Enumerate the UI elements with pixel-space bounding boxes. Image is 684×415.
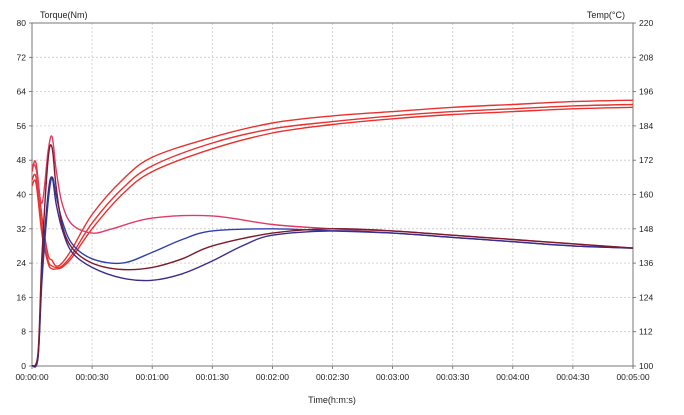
y-right-tick-label: 196	[639, 87, 653, 97]
x-tick-label: 00:00:00	[15, 372, 48, 382]
y-right-tick-label: 148	[639, 224, 653, 234]
x-tick-label: 00:01:00	[136, 372, 169, 382]
series	[31, 99, 634, 368]
axes: 00:00:00 00:00:30 00:01:00 00:01:30 00:02:00…	[15, 18, 653, 382]
y-right-tick-label: 100	[639, 361, 653, 371]
x-tick-label: 00:03:00	[376, 372, 409, 382]
y-right-tick-label: 124	[639, 292, 653, 302]
y-left-tick-label: 80	[17, 18, 27, 28]
y-left-tick-label: 16	[17, 292, 27, 302]
x-tick-label: 00:02:30	[316, 372, 349, 382]
y-right-axis-label: Temp(°C)	[587, 10, 625, 20]
series-line-2	[31, 103, 634, 269]
x-tick-label: 00:02:00	[256, 372, 289, 382]
y-left-tick-label: 0	[21, 361, 26, 371]
series-line-1	[31, 99, 634, 267]
series-line-3	[31, 106, 634, 271]
x-tick-label: 00:03:30	[436, 372, 469, 382]
y-right-tick-label: 172	[639, 155, 653, 165]
y-left-tick-label: 64	[17, 87, 27, 97]
x-tick-label: 00:04:00	[496, 372, 529, 382]
y-left-tick-label: 56	[17, 121, 27, 131]
grid	[32, 23, 633, 366]
y-left-tick-label: 8	[21, 327, 26, 337]
y-left-tick-label: 72	[17, 52, 27, 62]
series-line-6	[31, 176, 634, 368]
x-axis-label: Time(h:m:s)	[308, 395, 356, 405]
y-left-tick-label: 40	[17, 190, 27, 200]
y-right-tick-label: 184	[639, 121, 653, 131]
y-left-axis-label: Torque(Nm)	[40, 10, 88, 20]
y-right-tick-label: 160	[639, 190, 653, 200]
y-left-tick-label: 24	[17, 258, 27, 268]
y-right-tick-label: 208	[639, 52, 653, 62]
y-left-tick-label: 32	[17, 224, 27, 234]
x-tick-label: 00:04:30	[556, 372, 589, 382]
y-right-tick-label: 112	[639, 327, 653, 337]
y-left-tick-label: 48	[17, 155, 27, 165]
y-right-tick-label: 220	[639, 18, 653, 28]
x-tick-label: 00:01:30	[196, 372, 229, 382]
series-line-7	[31, 144, 634, 367]
x-tick-label: 00:05:00	[616, 372, 649, 382]
y-right-tick-label: 136	[639, 258, 653, 268]
x-tick-label: 00:00:30	[76, 372, 109, 382]
